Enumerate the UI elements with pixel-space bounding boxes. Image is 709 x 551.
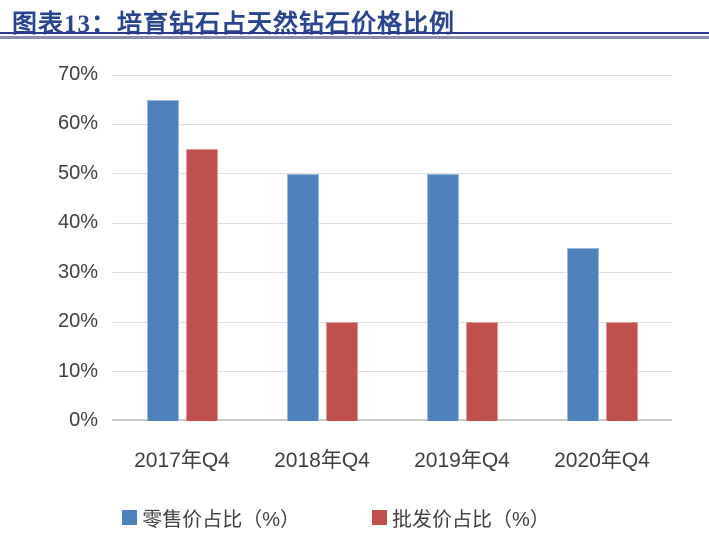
y-tick-label-0: 0% xyxy=(69,409,98,431)
title-divider-top-line xyxy=(0,32,709,34)
bar-零售价占比（%）-2020年Q4 xyxy=(566,248,599,421)
gridline-30 xyxy=(112,272,672,274)
y-tick-label-40: 40% xyxy=(57,211,98,234)
y-tick-label-70: 70% xyxy=(57,63,98,85)
bar-零售价占比（%）-2017年Q4 xyxy=(146,99,179,421)
gridline-60 xyxy=(112,123,672,125)
x-tick-label-2019年Q4: 2019年Q4 xyxy=(414,449,510,472)
bar-group-2019年Q4 xyxy=(392,75,532,421)
legend-label-retail: 零售价占比（%） xyxy=(142,509,300,531)
bar-零售价占比（%）-2019年Q4 xyxy=(426,173,459,421)
gridline-0 xyxy=(112,419,672,421)
bar-groups xyxy=(112,75,672,421)
title-divider xyxy=(0,32,709,39)
x-tick-label-2017年Q4: 2017年Q4 xyxy=(134,449,230,472)
legend: 零售价占比（%） 批发价占比（%） xyxy=(0,503,672,532)
y-tick-label-10: 10% xyxy=(57,359,98,382)
gridline-10 xyxy=(112,371,672,373)
legend-label-wholesale: 批发价占比（%） xyxy=(392,509,550,531)
y-tick-label-50: 50% xyxy=(57,161,98,184)
gridline-20 xyxy=(112,321,672,323)
gridline-50 xyxy=(112,173,672,175)
title-divider-bottom-line xyxy=(0,36,709,39)
x-tick-label-2018年Q4: 2018年Q4 xyxy=(274,449,370,472)
plot-area xyxy=(112,74,672,421)
x-tick-label-2020年Q4: 2020年Q4 xyxy=(554,449,650,472)
legend-swatch-retail xyxy=(122,510,138,525)
bar-group-2020年Q4 xyxy=(532,75,672,421)
bar-批发价占比（%）-2019年Q4 xyxy=(465,322,498,421)
bar-批发价占比（%）-2018年Q4 xyxy=(325,322,358,421)
x-axis-labels: 2017年Q4 2018年Q4 2019年Q4 2020年Q4 xyxy=(112,444,672,474)
gridline-70 xyxy=(112,74,672,76)
bar-group-2017年Q4 xyxy=(112,75,252,421)
y-tick-label-20: 20% xyxy=(57,310,98,333)
bar-批发价占比（%）-2020年Q4 xyxy=(605,322,638,421)
gridline-40 xyxy=(112,222,672,224)
legend-item-wholesale: 批发价占比（%） xyxy=(372,503,550,532)
figure-title: 图表13：培育钻石占天然钻石价格比例 xyxy=(12,11,456,38)
legend-swatch-wholesale xyxy=(372,510,387,525)
bar-零售价占比（%）-2018年Q4 xyxy=(286,173,319,421)
legend-item-retail: 零售价占比（%） xyxy=(122,503,300,532)
bar-批发价占比（%）-2017年Q4 xyxy=(185,149,218,421)
y-tick-label-60: 60% xyxy=(57,112,98,135)
bar-group-2018年Q4 xyxy=(252,75,392,421)
y-tick-label-30: 30% xyxy=(57,260,98,283)
